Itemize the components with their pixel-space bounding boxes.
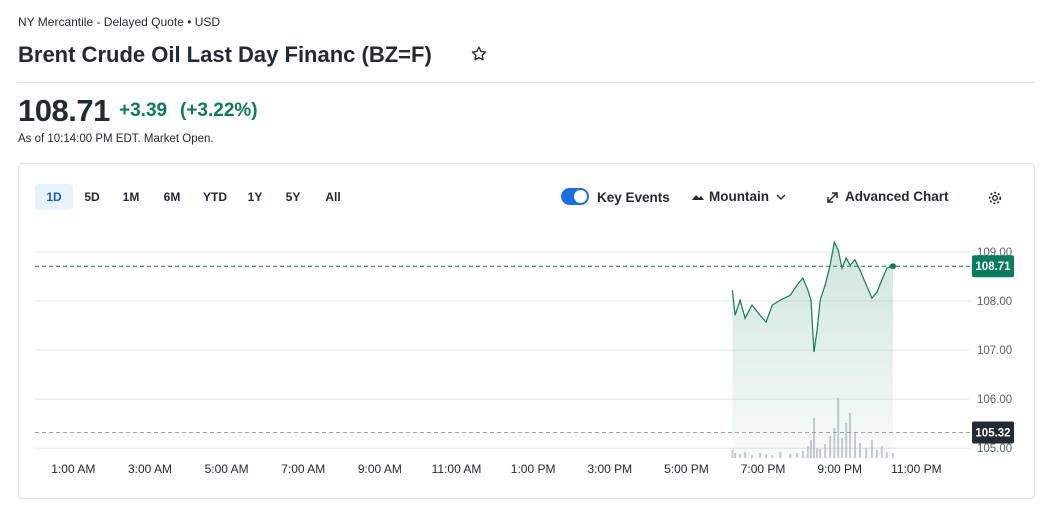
- x-tick-label: 9:00 AM: [358, 462, 402, 476]
- x-tick-label: 1:00 PM: [511, 462, 556, 476]
- x-tick-label: 7:00 AM: [281, 462, 325, 476]
- chevron: [776, 194, 786, 200]
- reference-label-box: [972, 255, 1014, 278]
- x-tick-label: 5:00 AM: [205, 462, 249, 476]
- area-fill: [732, 242, 893, 458]
- x-tick-label: 11:00 AM: [432, 462, 482, 476]
- watchlist-star[interactable]: [470, 45, 488, 63]
- advanced-chart[interactable]: Advanced Chart: [845, 189, 949, 204]
- divider: [18, 82, 1035, 83]
- reference-label-box: [972, 421, 1014, 444]
- x-tick-label: 3:00 PM: [587, 462, 632, 476]
- y-tick-label: 105.00: [977, 443, 1012, 455]
- y-tick-label: 106.00: [977, 394, 1012, 406]
- change: +3.39: [119, 100, 168, 121]
- x-tick-label: 1:00 AM: [51, 462, 95, 476]
- as-of: As of 10:14:00 PM EDT. Market Open.: [18, 133, 214, 145]
- range-tab[interactable]: 5Y: [285, 190, 301, 204]
- reference-label: 105.32: [975, 427, 1010, 439]
- range-tab[interactable]: 1Y: [247, 190, 263, 204]
- x-tick-label: 3:00 AM: [128, 462, 172, 476]
- exchange: NY Mercantile - Delayed Quote • USD: [18, 15, 221, 29]
- price: 108.71: [18, 93, 110, 128]
- title: Brent Crude Oil Last Day Financ (BZ=F): [18, 42, 432, 67]
- x-tick-label: 5:00 PM: [664, 462, 709, 476]
- mountain-icon: [692, 195, 704, 200]
- price-line: [731, 240, 894, 353]
- chart-card: [18, 163, 1035, 499]
- range-tab[interactable]: YTD: [203, 190, 227, 204]
- expand-icon: [827, 192, 838, 203]
- range-tab[interactable]: 1D: [35, 184, 73, 210]
- reference-label: 108.71: [975, 261, 1011, 273]
- range-tab[interactable]: 5D: [84, 190, 100, 204]
- settings[interactable]: [987, 190, 1003, 206]
- key-events[interactable]: Key Events: [597, 190, 670, 205]
- x-tick-label: 9:00 PM: [817, 462, 862, 476]
- x-tick-label: 11:00 PM: [891, 462, 941, 476]
- chart-style[interactable]: Mountain: [709, 189, 769, 204]
- range-tab[interactable]: All: [325, 190, 341, 204]
- x-tick-label: 7:00 PM: [741, 462, 786, 476]
- y-tick-label: 107.00: [977, 345, 1012, 357]
- key-events-toggle[interactable]: [561, 188, 589, 205]
- range-tab[interactable]: 6M: [163, 190, 181, 204]
- range-tabs: 1D 5D 1M 6M YTD 1Y 5Y All: [35, 184, 353, 210]
- change-percent: (+3.22%): [180, 100, 258, 121]
- range-tab[interactable]: 1M: [122, 190, 140, 204]
- y-tick-label: 108.00: [977, 296, 1012, 308]
